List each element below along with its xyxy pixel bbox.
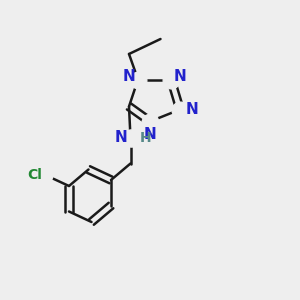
Text: N: N (122, 69, 135, 84)
Text: N: N (115, 130, 128, 146)
Text: Cl: Cl (27, 168, 42, 182)
Text: N: N (185, 102, 198, 117)
Text: H: H (140, 131, 151, 145)
Text: N: N (144, 127, 156, 142)
Text: N: N (174, 69, 187, 84)
